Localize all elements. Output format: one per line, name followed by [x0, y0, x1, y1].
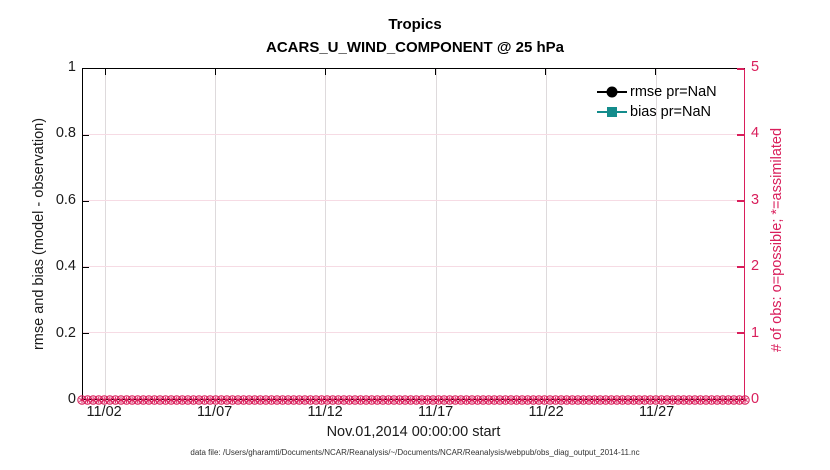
plot-area	[82, 68, 745, 400]
y-axis-label-right: # of obs: o=possible; *=assimilated	[769, 127, 785, 353]
circle-marker-icon	[606, 86, 618, 98]
x-axis-label: Nov.01,2014 00:00:00 start	[326, 424, 501, 440]
legend-item-label: rmse pr=NaN	[630, 84, 717, 100]
y-tick-mark-left	[83, 200, 89, 202]
y-tick-label-right: 4	[751, 125, 760, 142]
y-tick-mark-right	[737, 134, 744, 136]
x-tick-mark	[324, 69, 326, 75]
y-tick-mark-right	[737, 68, 744, 70]
y-tick-mark-right	[737, 200, 744, 202]
y-tick-mark-right	[737, 266, 744, 268]
x-tick-label: 11/17	[417, 404, 454, 420]
x-tick-mark	[104, 69, 106, 75]
legend: rmse pr=NaN bias pr=NaN	[597, 82, 717, 122]
y-axis-label-left: rmse and bias (model - observation)	[31, 117, 47, 351]
x-tick-mark	[545, 69, 547, 75]
x-tick-label: 11/22	[528, 404, 564, 420]
x-tick-mark	[214, 69, 216, 75]
x-tick-label: 11/27	[638, 404, 675, 420]
vertical-gridline	[435, 69, 437, 399]
y-tick-label-left: 0.4	[55, 258, 76, 275]
vertical-gridline	[655, 69, 657, 399]
vertical-gridline	[215, 69, 217, 399]
y-tick-mark-left	[83, 134, 89, 136]
legend-line-sample	[597, 86, 627, 98]
x-tick-label: 11/07	[196, 404, 233, 420]
vertical-gridline	[105, 69, 107, 399]
y-tick-label-right: 1	[751, 324, 760, 341]
y-tick-mark-right	[737, 332, 744, 334]
y-tick-label-right: 2	[751, 258, 760, 275]
y-tick-mark-left	[83, 266, 89, 268]
y-tick-label-left: 0	[67, 391, 76, 407]
obs-count-zero-markers	[77, 395, 750, 405]
square-marker-icon	[607, 107, 617, 117]
x-tick-mark	[655, 69, 657, 75]
x-tick-mark	[435, 69, 437, 75]
vertical-gridline	[545, 69, 547, 399]
y-tick-label-left: 0.2	[55, 324, 76, 341]
legend-item: rmse pr=NaN	[597, 82, 717, 102]
x-tick-label: 11/02	[86, 404, 122, 420]
vertical-gridline	[325, 69, 327, 399]
horizontal-gridline	[83, 332, 744, 333]
y-tick-label-right: 5	[751, 59, 760, 75]
legend-item-label: bias pr=NaN	[630, 104, 711, 120]
horizontal-gridline	[83, 200, 744, 201]
horizontal-gridline	[83, 266, 744, 267]
y-tick-label-left: 1	[67, 59, 76, 75]
legend-line-sample	[597, 107, 627, 117]
plot-subtitle: ACARS_U_WIND_COMPONENT @ 25 hPa	[265, 39, 564, 56]
legend-item: bias pr=NaN	[597, 102, 717, 122]
y-tick-label-left: 0.6	[55, 191, 76, 208]
data-file-caption: data file: /Users/gharamti/Documents/NCA…	[190, 448, 640, 457]
plot-title: Tropics	[388, 16, 442, 33]
title-block: Tropics ACARS_U_WIND_COMPONENT @ 25 hPa	[0, 13, 830, 59]
x-tick-label: 11/12	[307, 404, 343, 420]
y-tick-label-right: 0	[751, 391, 760, 407]
y-tick-label-left: 0.8	[55, 125, 76, 142]
y-tick-mark-left	[83, 332, 89, 334]
y-tick-label-right: 3	[751, 191, 760, 208]
horizontal-gridline	[83, 134, 744, 135]
